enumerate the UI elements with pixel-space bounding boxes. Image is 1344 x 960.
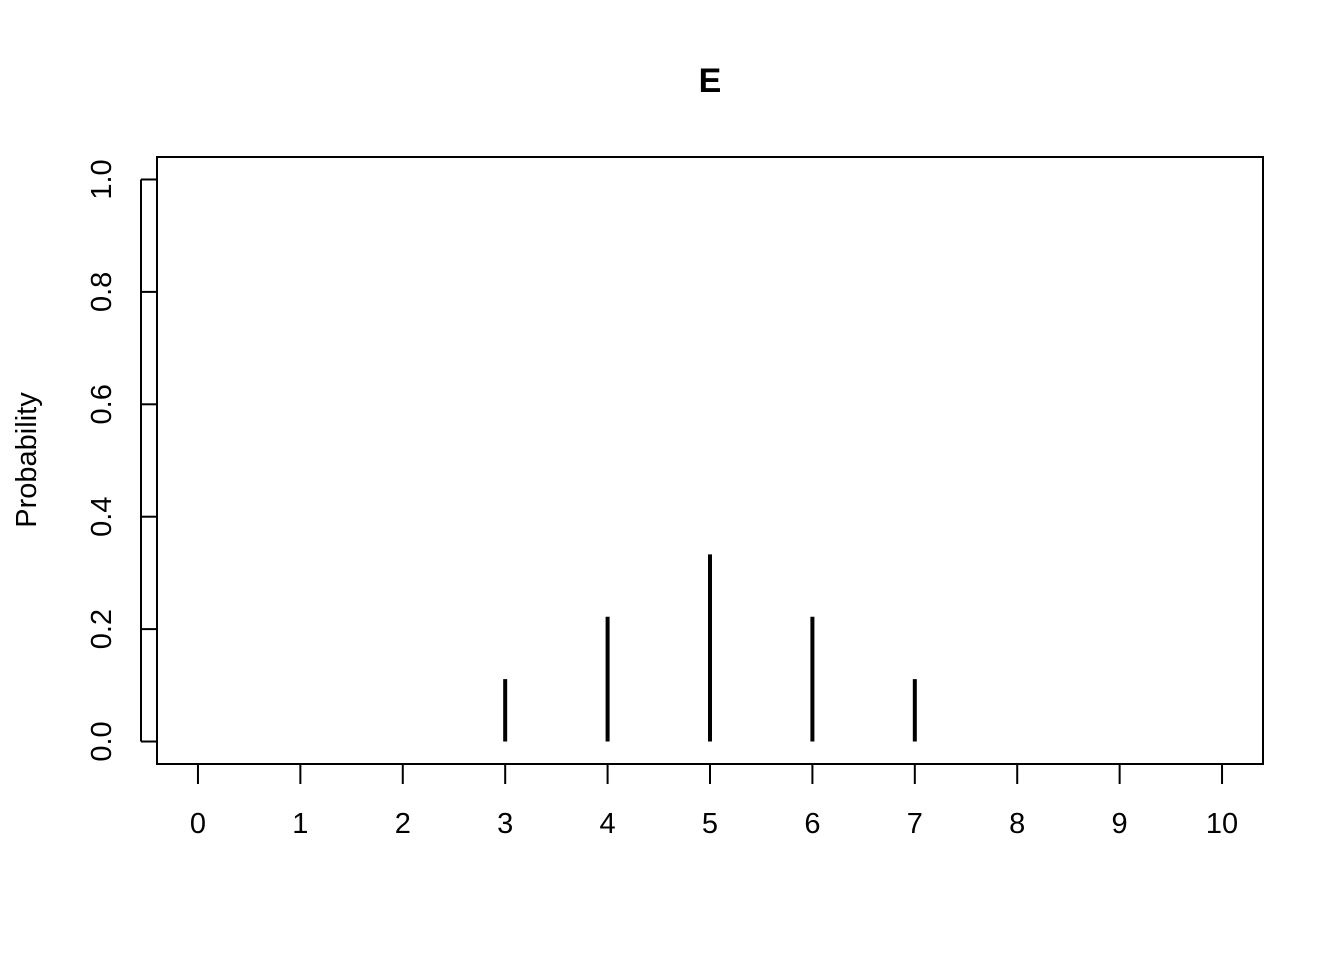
- x-axis: 0 1 2 3 4 5 6 7 8 9 10: [190, 763, 1238, 840]
- x-tick-label: 6: [804, 808, 820, 840]
- bars-group: [503, 554, 917, 742]
- x-tick-label: 7: [907, 808, 923, 840]
- y-tick-label: 0.0: [86, 721, 118, 761]
- x-tick-label: 2: [395, 808, 411, 840]
- x-tick-label: 10: [1206, 808, 1238, 840]
- y-tick-label: 0.8: [86, 272, 118, 312]
- y-axis: 0.0 0.2 0.4 0.6 0.8 1.0: [86, 159, 157, 762]
- x-tick-label: 0: [190, 808, 206, 840]
- y-tick-label: 0.6: [86, 384, 118, 424]
- y-tick-label: 0.4: [86, 497, 118, 537]
- y-tick-label: 0.2: [86, 609, 118, 649]
- x-tick-label: 9: [1112, 808, 1128, 840]
- y-axis-label: Probability: [11, 392, 43, 528]
- x-tick-label: 1: [292, 808, 308, 840]
- chart-title: E: [699, 62, 722, 100]
- x-tick-label: 3: [497, 808, 513, 840]
- x-tick-label: 4: [600, 808, 616, 840]
- x-tick-label: 8: [1009, 808, 1025, 840]
- x-tick-label: 5: [702, 808, 718, 840]
- y-tick-label: 1.0: [86, 159, 118, 199]
